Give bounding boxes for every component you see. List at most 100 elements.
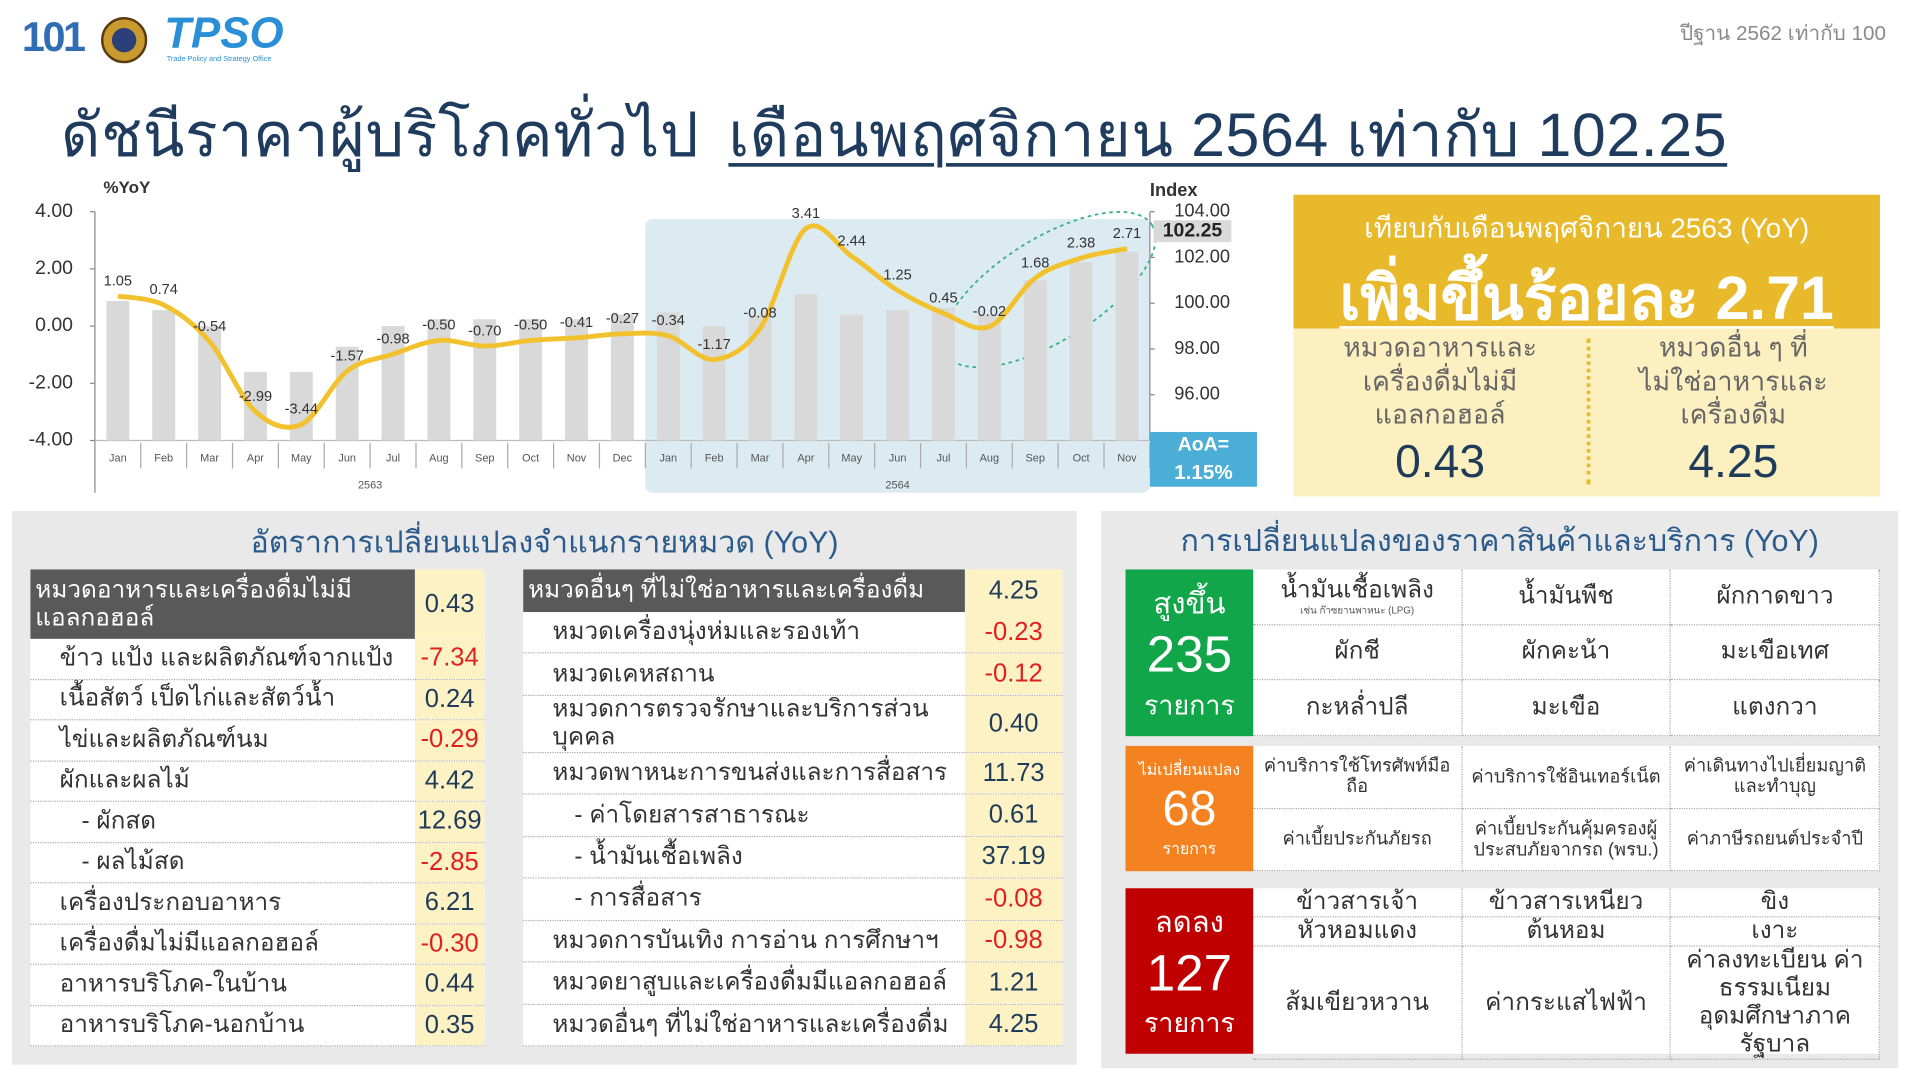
item-text: ค่าบริการใช้โทรศัพท์มือถือ (1263, 755, 1451, 798)
data-label: 2.71 (1113, 226, 1141, 242)
item-group: ลดลง 127 รายการ ข้าวสารเจ้า ข้าวสารเหนียว ขิง… (1125, 888, 1880, 1060)
item-text: ค่าเดินทางไปเยี่ยมญาติและทำบุญ (1683, 755, 1867, 798)
row-value: 11.73 (964, 753, 1063, 794)
chart: %YoY Index -4.00 -2.00 0.00 2.00 4.00 96.00 98.0… (29, 178, 1257, 493)
y-tick-label: -4.00 (29, 429, 74, 451)
table-row: ผักและผลไม้ 4.42 (30, 761, 485, 802)
x-tick-label: Apr (247, 453, 264, 465)
item-cell: ต้นหอม (1462, 917, 1672, 947)
table-row: หมวดการบันเทิง การอ่าน การศึกษาฯ -0.98 (523, 920, 1063, 963)
bar (152, 310, 176, 441)
x-tick-label: Apr (797, 453, 814, 465)
item-cell: น้ำมันพืช (1462, 569, 1672, 626)
x-tick-label: Sep (1025, 453, 1044, 465)
table-row: หมวดอื่นๆ ที่ไม่ใช่อาหารและเครื่องดื่ม 4.… (523, 1004, 1063, 1047)
table-row: - ผักสด 12.69 (30, 801, 485, 843)
annotation-box (1149, 431, 1257, 487)
row-label: - การสื่อสาร (574, 885, 702, 912)
item-group: ไม่เปลี่ยนแปลง 68 รายการ ค่าบริการใช้โทรศัพ… (1125, 745, 1880, 872)
logo-101: 101 (21, 14, 86, 61)
row-label: หมวดอื่นๆ ที่ไม่ใช่อาหารและเครื่องดื่ม (523, 569, 965, 613)
x-tick-label: Feb (154, 453, 173, 465)
row-label: - ผลไม้สด (81, 848, 185, 876)
data-label: -0.50 (422, 318, 455, 334)
table-row: หมวดพาหนะการขนส่งและการสื่อสาร 11.73 (523, 753, 1063, 795)
table-row: หมวดเครื่องนุ่งห่มและรองเท้า -0.23 (523, 612, 1063, 654)
summary-group: หมวดอื่น ๆ ที่ไม่ใช่อาหารและเครื่องดื่ม 4… (1587, 329, 1880, 497)
row-label: หมวดอื่นๆ ที่ไม่ใช่อาหารและเครื่องดื่ม (552, 1010, 949, 1038)
y2-tick-label: 100.00 (1174, 291, 1230, 312)
table-row: - ค่าโดยสารสาธารณะ 0.61 (523, 794, 1063, 837)
item-cell: แตงกวา (1671, 680, 1880, 737)
row-value: 0.43 (414, 569, 485, 639)
item-text: น้ำมันเชื้อเพลิง (1280, 577, 1434, 604)
row-value: 0.40 (964, 695, 1063, 752)
item-group: สูงขึ้น 235 รายการ น้ำมันเชื้อเพลิง เช่น ก๊า… (1125, 569, 1880, 737)
item-cell: กะหล่ำปลี (1253, 680, 1463, 737)
data-label: -2.99 (239, 389, 272, 405)
table-row: เครื่องประกอบอาหาร 6.21 (30, 883, 485, 925)
summary-group-value: 4.25 (1688, 436, 1779, 488)
logo-tpso: TPSO (164, 7, 284, 58)
table-column: หมวดอาหารและเครื่องดื่มไม่มีแอลกอฮอล์ 0.4… (30, 569, 485, 1047)
row-value: 4.25 (964, 1004, 1063, 1046)
item-cell: ขิง (1671, 888, 1880, 918)
row-value: 0.24 (414, 679, 485, 720)
table-row: ข้าว แป้ง และผลิตภัณฑ์จากแป้ง -7.34 (30, 638, 485, 680)
bar (886, 310, 910, 441)
row-value: -0.23 (964, 612, 1063, 653)
item-grid: ค่าบริการใช้โทรศัพท์มือถือ ค่าบริการใช้อิ… (1253, 745, 1880, 872)
year-label: 2564 (885, 479, 909, 491)
y2-tick-label: 102.00 (1174, 245, 1230, 266)
x-tick-label: Jun (889, 453, 907, 465)
bar (932, 307, 955, 441)
row-label: หมวดเครื่องนุ่งห่มและรองเท้า (552, 618, 861, 646)
item-text: ค่าบริการใช้อินเทอร์เน็ต (1471, 766, 1661, 787)
x-tick-label: Jan (659, 453, 677, 465)
y2-tick-label: 98.00 (1174, 337, 1220, 358)
item-cell: ผักกาดขาว (1671, 569, 1880, 626)
item-text: หัวหอมแดง (1297, 917, 1418, 945)
data-label: 2.38 (1067, 235, 1095, 251)
item-cell: ส้มเขียวหวาน (1253, 946, 1463, 1060)
item-text: ส้มเขียวหวาน (1285, 988, 1430, 1016)
item-cell: ค่าบริการใช้โทรศัพท์มือถือ (1253, 745, 1463, 809)
bar-label-box (1153, 220, 1232, 243)
table-row: อาหารบริโภค-นอกบ้าน 0.35 (30, 1005, 485, 1047)
data-label: -1.57 (331, 348, 364, 364)
data-label: 1.25 (883, 268, 911, 284)
row-label: เครื่องประกอบอาหาร (59, 889, 282, 916)
x-tick-label: May (841, 453, 862, 465)
line (117, 223, 1128, 430)
row-value: -0.12 (964, 653, 1063, 695)
table-row: - การสื่อสาร -0.08 (523, 878, 1063, 921)
table-row: หมวดเคหสถาน -0.12 (523, 653, 1063, 696)
row-label: หมวดยาสูบและเครื่องดื่มมีแอลกอฮอล์ (552, 968, 947, 996)
logo-seal (100, 17, 148, 64)
category-panel-title: อัตราการเปลี่ยนแปลงจำแนกรายหมวด (YoY) (250, 525, 839, 560)
bar (610, 314, 634, 441)
row-value: -0.08 (964, 878, 1063, 920)
item-text: ข้าวสารเหนียว (1488, 888, 1644, 916)
item-cell: ค่ากระแสไฟฟ้า (1462, 946, 1672, 1060)
data-label: -0.70 (468, 323, 501, 339)
x-tick-label: Nov (567, 453, 587, 465)
x-tick-label: Oct (522, 453, 539, 465)
summary-group-value: 0.43 (1395, 436, 1486, 488)
x-tick-label: Jan (109, 453, 127, 465)
item-text: ค่ากระแสไฟฟ้า (1485, 988, 1647, 1016)
item-text: ต้นหอม (1526, 917, 1606, 945)
item-text: น้ำมันพืช (1518, 582, 1614, 610)
item-text: ผักคะน้า (1521, 638, 1611, 665)
row-value: 12.69 (414, 801, 485, 842)
row-label: หมวดพาหนะการขนส่งและการสื่อสาร (552, 759, 948, 787)
bar (1023, 280, 1047, 441)
status-count: 127 (1146, 944, 1233, 1002)
table-row: ไข่และผลิตภัณฑ์นม -0.29 (30, 720, 485, 762)
status-unit: รายการ (1162, 838, 1217, 858)
item-text: มะเขือ (1531, 693, 1601, 721)
item-cell: ผักคะน้า (1462, 625, 1672, 681)
y-tick-label: 0.00 (35, 314, 73, 336)
bar (198, 326, 222, 441)
data-label: -0.41 (560, 315, 593, 331)
